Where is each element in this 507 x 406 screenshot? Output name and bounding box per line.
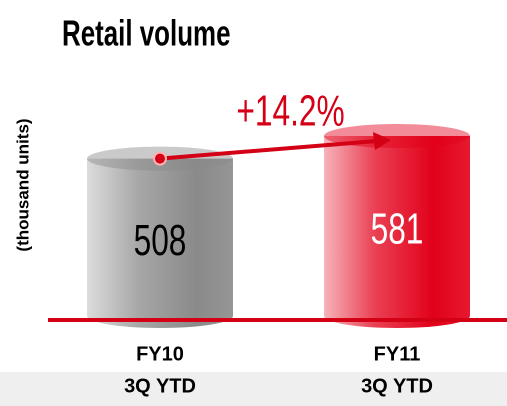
value-label: 508 [134, 216, 187, 265]
change-arrow [159, 139, 378, 161]
footer-band [0, 372, 507, 406]
x-tick-label: 3Q YTD [361, 375, 433, 397]
y-axis-label: (thousand units) [13, 118, 32, 251]
chart-title: Retail volume [62, 13, 230, 53]
x-tick-label: FY11 [374, 343, 421, 365]
arrow-head [373, 132, 391, 150]
cylinder-body [87, 158, 233, 328]
arrow-start [153, 151, 167, 166]
cylinder-body [324, 136, 470, 328]
x-tick-label: FY10 [136, 343, 184, 365]
baseline [48, 318, 507, 322]
annotation: +14.2% [236, 87, 344, 136]
value-label: 581 [371, 205, 424, 254]
x-tick-label: 3Q YTD [124, 375, 196, 397]
